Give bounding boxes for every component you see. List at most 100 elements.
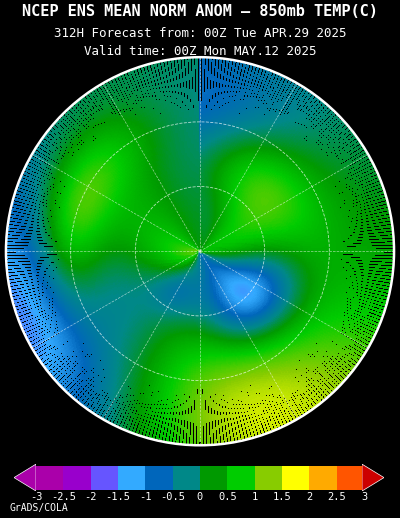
Point — [273, 186, 280, 195]
Point — [106, 242, 113, 250]
Point — [155, 260, 161, 268]
Point — [98, 223, 105, 232]
Point — [207, 250, 214, 258]
Point — [213, 268, 220, 276]
Point — [335, 156, 342, 164]
Point — [114, 208, 120, 217]
Point — [106, 321, 112, 329]
Point — [132, 367, 138, 376]
Point — [365, 219, 372, 227]
Point — [283, 394, 290, 402]
Point — [224, 258, 230, 267]
Point — [237, 251, 243, 259]
Point — [81, 255, 88, 263]
Point — [191, 239, 197, 248]
Point — [289, 381, 296, 390]
Point — [348, 230, 354, 238]
Point — [35, 217, 41, 225]
Point — [371, 211, 377, 220]
Point — [146, 199, 152, 207]
Point — [196, 248, 202, 256]
Point — [155, 257, 162, 266]
Point — [207, 202, 213, 210]
Point — [199, 255, 206, 264]
Point — [268, 209, 274, 217]
Point — [198, 250, 204, 258]
Point — [353, 329, 360, 337]
Point — [199, 107, 206, 115]
Point — [197, 246, 203, 254]
Point — [179, 224, 185, 233]
Point — [222, 348, 228, 356]
Point — [178, 176, 185, 184]
Point — [190, 296, 196, 305]
Point — [134, 393, 140, 401]
Point — [243, 220, 250, 228]
Point — [206, 244, 212, 252]
Point — [264, 228, 271, 236]
Point — [193, 282, 199, 290]
Point — [305, 266, 312, 275]
Point — [127, 292, 134, 300]
Point — [338, 184, 345, 192]
Point — [189, 105, 196, 113]
Point — [257, 258, 264, 266]
Point — [188, 241, 194, 249]
Point — [236, 277, 243, 285]
Point — [264, 405, 271, 413]
Point — [111, 177, 117, 185]
Point — [153, 281, 159, 290]
Point — [224, 263, 230, 271]
Point — [131, 184, 138, 193]
Point — [249, 232, 256, 240]
Point — [186, 267, 192, 275]
Point — [196, 244, 203, 252]
Point — [250, 132, 256, 140]
Point — [177, 248, 184, 256]
Point — [243, 295, 249, 303]
Point — [231, 314, 238, 322]
Point — [298, 412, 304, 420]
Point — [260, 199, 266, 207]
Point — [114, 268, 121, 276]
Point — [202, 242, 208, 251]
Point — [131, 243, 137, 252]
Point — [275, 167, 282, 175]
Point — [244, 230, 251, 238]
Point — [214, 228, 220, 237]
Point — [100, 275, 107, 283]
Point — [46, 166, 52, 175]
Point — [136, 342, 142, 351]
Point — [156, 149, 162, 157]
Point — [151, 263, 157, 271]
Point — [307, 380, 314, 388]
Point — [330, 247, 336, 255]
Point — [206, 251, 212, 259]
Point — [198, 394, 204, 402]
Point — [262, 111, 269, 119]
Point — [137, 282, 144, 291]
Point — [262, 386, 269, 395]
Point — [243, 380, 249, 388]
Point — [104, 371, 111, 380]
Point — [197, 247, 203, 255]
Point — [49, 147, 56, 155]
Point — [216, 117, 222, 125]
Point — [322, 207, 328, 215]
Point — [326, 268, 332, 276]
Point — [255, 271, 262, 280]
Point — [96, 267, 103, 275]
Point — [176, 81, 182, 89]
Point — [248, 426, 254, 435]
Point — [158, 282, 164, 291]
Point — [352, 224, 358, 232]
Point — [31, 286, 37, 294]
Point — [135, 255, 141, 263]
Point — [162, 293, 169, 301]
Point — [60, 354, 66, 362]
Point — [301, 312, 308, 320]
Point — [200, 245, 207, 253]
Point — [25, 178, 31, 186]
Point — [42, 218, 49, 226]
Point — [278, 379, 284, 387]
